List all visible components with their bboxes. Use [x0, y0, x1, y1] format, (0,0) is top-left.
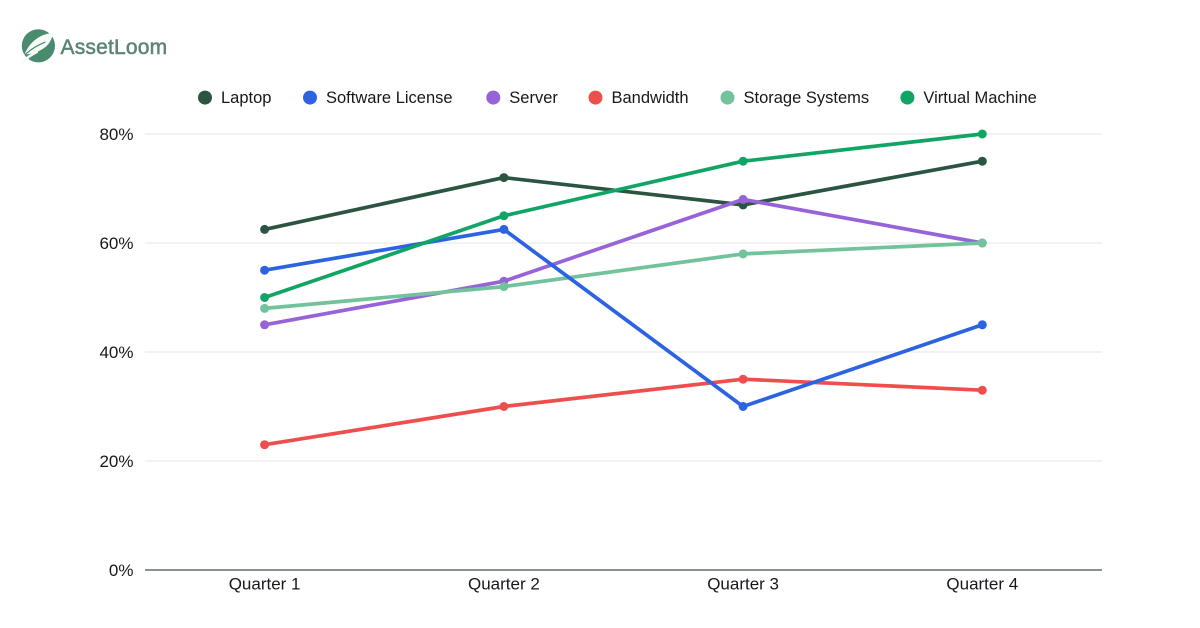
svg-text:80%: 80%: [99, 125, 133, 144]
svg-text:Server: Server: [509, 89, 558, 107]
svg-text:Bandwidth: Bandwidth: [612, 89, 689, 107]
svg-text:Software License: Software License: [326, 89, 453, 107]
svg-text:Quarter 2: Quarter 2: [468, 575, 540, 594]
svg-text:Quarter 3: Quarter 3: [707, 575, 779, 594]
svg-text:Quarter 4: Quarter 4: [946, 575, 1018, 594]
svg-text:0%: 0%: [109, 561, 134, 580]
svg-text:40%: 40%: [99, 343, 133, 362]
svg-text:60%: 60%: [99, 234, 133, 253]
svg-text:Virtual Machine: Virtual Machine: [923, 89, 1036, 107]
svg-text:Quarter 1: Quarter 1: [229, 575, 301, 594]
svg-text:20%: 20%: [99, 452, 133, 471]
svg-text:AssetLoom: AssetLoom: [61, 36, 168, 59]
svg-text:Laptop: Laptop: [221, 89, 271, 107]
svg-text:Storage Systems: Storage Systems: [744, 89, 870, 107]
